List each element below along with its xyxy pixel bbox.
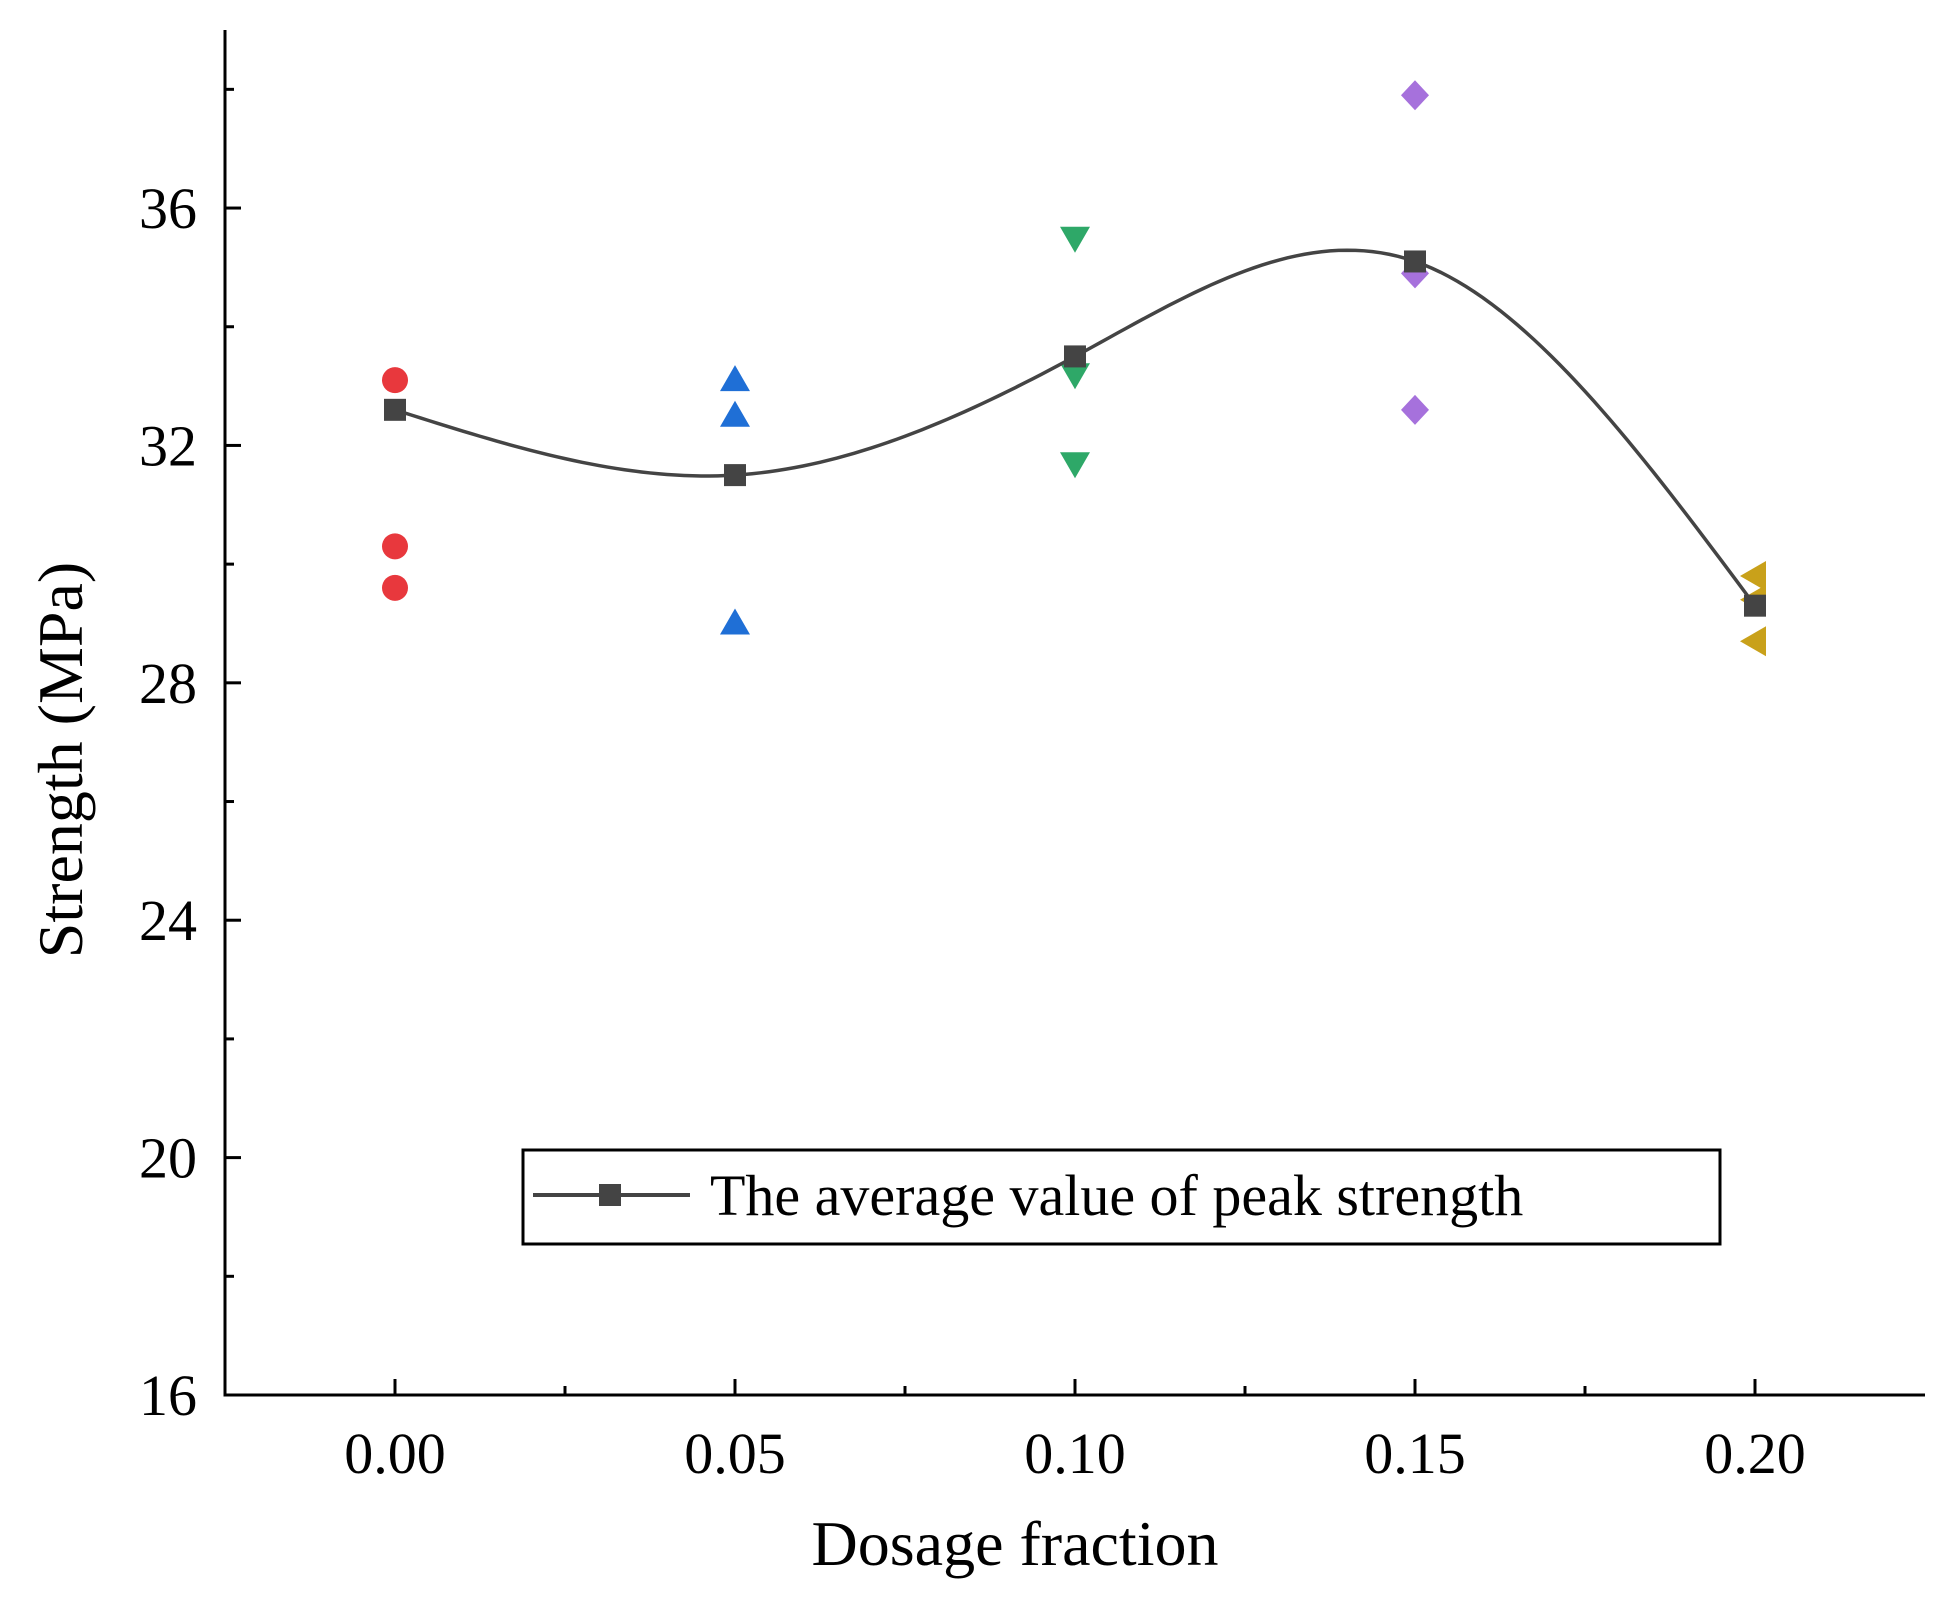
average-point-2 bbox=[1064, 345, 1086, 368]
y-tick-label-5: 36 bbox=[139, 176, 197, 241]
scatter-point-4-0 bbox=[1740, 561, 1766, 591]
legend-box bbox=[521, 1148, 1722, 1246]
scatter-point-0-1 bbox=[382, 533, 408, 560]
x-tick-label-4: 0.20 bbox=[1704, 1421, 1806, 1486]
scatter-point-1-1 bbox=[720, 400, 750, 427]
y-axis-title: Strength (MPa) bbox=[25, 562, 96, 958]
y-tick-label-3: 28 bbox=[139, 651, 197, 716]
scatter-point-2-0 bbox=[1060, 226, 1090, 253]
average-point-3 bbox=[1404, 250, 1426, 273]
scatter-point-0-0 bbox=[382, 367, 408, 394]
scatter-point-2-2 bbox=[1060, 452, 1090, 479]
x-tick-label-3: 0.15 bbox=[1364, 1421, 1466, 1486]
scatter-point-3-2 bbox=[1401, 394, 1429, 425]
average-point-4 bbox=[1744, 594, 1766, 617]
average-series bbox=[384, 248, 1766, 617]
x-tick-label-2: 0.10 bbox=[1024, 1421, 1126, 1486]
scatter-point-0-2 bbox=[382, 574, 408, 601]
x-axis-title: Dosage fraction bbox=[812, 1508, 1219, 1579]
x-tick-label-1: 0.05 bbox=[684, 1421, 786, 1486]
scatter-points bbox=[382, 80, 1766, 657]
scatter-point-2-1 bbox=[1060, 363, 1090, 390]
x-tick-label-0: 0.00 bbox=[344, 1421, 446, 1486]
scatter-point-3-0 bbox=[1401, 80, 1429, 111]
tick-marks bbox=[225, 87, 1757, 1397]
legend: The average value of peak strength bbox=[521, 1148, 1722, 1246]
y-tick-label-1: 20 bbox=[139, 1126, 197, 1191]
average-point-0 bbox=[384, 398, 406, 421]
y-tick-label-4: 32 bbox=[139, 413, 197, 478]
scatter-point-1-0 bbox=[720, 365, 750, 392]
y-tick-label-2: 24 bbox=[139, 888, 197, 953]
average-point-1 bbox=[724, 464, 746, 487]
y-tick-label-0: 16 bbox=[139, 1363, 197, 1428]
legend-square-marker bbox=[599, 1184, 621, 1206]
scatter-point-1-2 bbox=[720, 608, 750, 635]
tick-labels: 0.00 0.05 0.10 0.15 0.20 16 20 24 28 32 36 bbox=[139, 176, 1806, 1486]
legend-label: The average value of peak strength bbox=[710, 1163, 1523, 1228]
scatter-point-4-2 bbox=[1740, 626, 1766, 657]
